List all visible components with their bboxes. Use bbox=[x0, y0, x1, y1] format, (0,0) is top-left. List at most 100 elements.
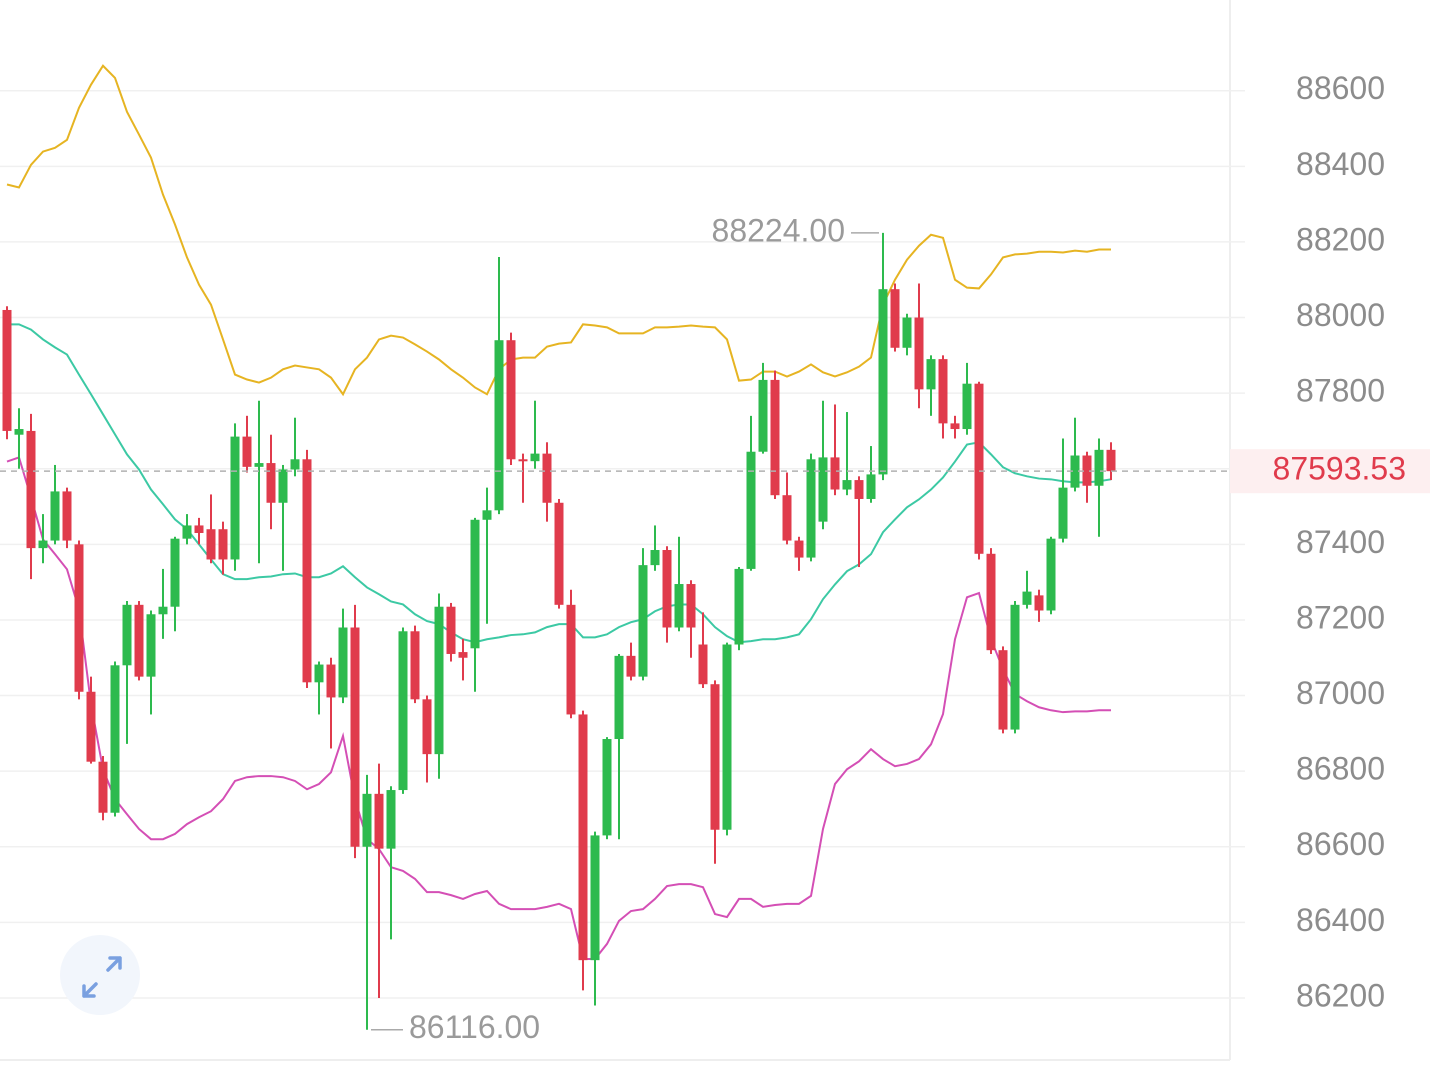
candle-body bbox=[866, 474, 876, 499]
candle-body bbox=[1106, 449, 1116, 472]
y-tick-label: 86400 bbox=[1296, 902, 1385, 938]
candle-body bbox=[386, 790, 396, 849]
expand-button[interactable] bbox=[60, 935, 140, 1015]
candle-body bbox=[62, 491, 72, 541]
y-tick-label: 88200 bbox=[1296, 221, 1385, 257]
candle-body bbox=[470, 519, 480, 649]
candle-body bbox=[902, 317, 912, 348]
candle-body bbox=[626, 655, 636, 677]
candle-body bbox=[410, 631, 420, 700]
candle-body bbox=[86, 691, 96, 762]
candle-body bbox=[878, 289, 888, 475]
candle-body bbox=[446, 606, 456, 654]
candle-body bbox=[182, 525, 192, 539]
candle-body bbox=[146, 614, 156, 677]
candle-body bbox=[842, 480, 852, 490]
candle-body bbox=[770, 379, 780, 496]
annotations: 88224.00 86116.00 87593.53 bbox=[0, 212, 1430, 1045]
candle-body bbox=[554, 502, 564, 605]
y-tick-label: 88400 bbox=[1296, 146, 1385, 182]
candle-body bbox=[26, 430, 36, 549]
candle-body bbox=[218, 529, 228, 560]
candle-body bbox=[710, 684, 720, 830]
y-tick-label: 88600 bbox=[1296, 70, 1385, 106]
candle-body bbox=[422, 699, 432, 755]
candle-body bbox=[290, 459, 300, 470]
band-line bbox=[6, 456, 1111, 961]
candle-body bbox=[242, 436, 252, 467]
min-label: 86116.00 bbox=[409, 1009, 540, 1045]
candle-body bbox=[1094, 449, 1104, 486]
candle-body bbox=[482, 510, 492, 520]
candle-body bbox=[530, 453, 540, 462]
candle-body bbox=[734, 568, 744, 645]
y-tick-label: 87400 bbox=[1296, 524, 1385, 560]
candle-body bbox=[98, 761, 108, 813]
candle-body bbox=[638, 565, 648, 677]
candle-body bbox=[50, 491, 60, 541]
candle-body bbox=[746, 451, 756, 569]
candle-body bbox=[314, 664, 324, 683]
expand-button-bg[interactable] bbox=[60, 935, 140, 1015]
candle-body bbox=[338, 627, 348, 698]
candle-body bbox=[170, 538, 180, 607]
grid: 8620086400866008680087000872008740087600… bbox=[0, 70, 1385, 1013]
candle-body bbox=[974, 383, 984, 554]
candle-body bbox=[794, 540, 804, 558]
candle-body bbox=[1046, 538, 1056, 611]
candle-body bbox=[254, 463, 264, 467]
candle-body bbox=[506, 340, 516, 460]
candle-body bbox=[38, 540, 48, 549]
candle-body bbox=[662, 550, 672, 628]
candle-body bbox=[1082, 455, 1092, 486]
candle-body bbox=[998, 650, 1008, 730]
candle-body bbox=[926, 359, 936, 390]
candle-body bbox=[566, 604, 576, 715]
y-tick-label: 87200 bbox=[1296, 599, 1385, 635]
candle-body bbox=[122, 604, 132, 666]
candle-body bbox=[1058, 487, 1068, 539]
candle-body bbox=[278, 469, 288, 503]
last-price-label: 87593.53 bbox=[1273, 451, 1406, 487]
candle-body bbox=[590, 835, 600, 961]
y-tick-label: 87800 bbox=[1296, 373, 1385, 409]
candle-body bbox=[938, 359, 948, 424]
candle-body bbox=[962, 383, 972, 430]
candle-body bbox=[806, 459, 816, 558]
candle-body bbox=[986, 553, 996, 651]
candle-body bbox=[650, 550, 660, 566]
candle-body bbox=[110, 665, 120, 813]
candle-body bbox=[1070, 455, 1080, 488]
y-tick-label: 86600 bbox=[1296, 826, 1385, 862]
candle-body bbox=[350, 627, 360, 847]
candle-body bbox=[398, 631, 408, 791]
candle-body bbox=[362, 793, 372, 847]
candle-body bbox=[542, 453, 552, 503]
candle-body bbox=[758, 379, 768, 452]
candle-body bbox=[458, 652, 468, 658]
candle-body bbox=[1022, 591, 1032, 605]
candle-body bbox=[518, 459, 528, 462]
candle-body bbox=[782, 495, 792, 541]
candle-body bbox=[158, 606, 168, 615]
y-tick-label: 86200 bbox=[1296, 977, 1385, 1013]
candle-body bbox=[950, 423, 960, 430]
candle-body bbox=[890, 289, 900, 348]
max-label: 88224.00 bbox=[712, 212, 845, 248]
candles bbox=[2, 232, 1116, 1030]
candle-body bbox=[494, 340, 504, 511]
candle-body bbox=[230, 436, 240, 560]
y-tick-label: 86800 bbox=[1296, 751, 1385, 787]
candle-body bbox=[434, 606, 444, 755]
candle-body bbox=[326, 664, 336, 698]
candle-body bbox=[614, 655, 624, 740]
candle-body bbox=[74, 544, 84, 692]
candle-body bbox=[578, 714, 588, 961]
candle-body bbox=[302, 459, 312, 683]
candle-body bbox=[14, 429, 24, 435]
expand-icon[interactable] bbox=[82, 956, 122, 998]
candle-body bbox=[818, 457, 828, 522]
